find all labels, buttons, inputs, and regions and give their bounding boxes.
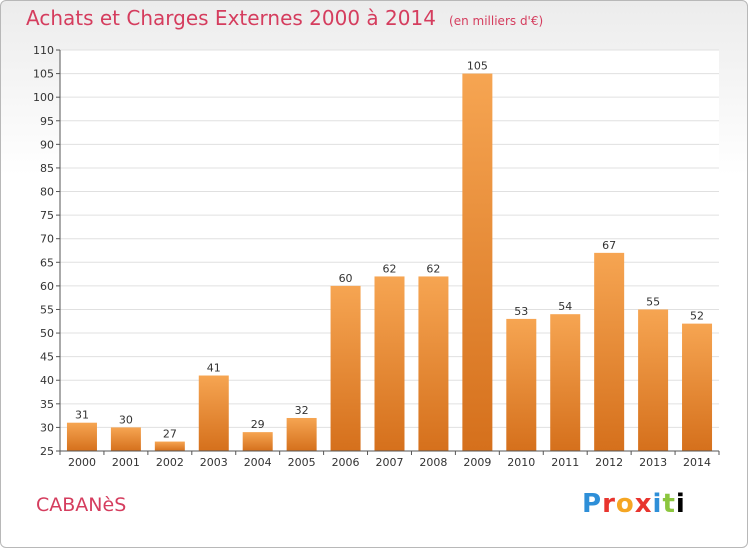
logo-letter: r: [602, 489, 616, 519]
y-tick-label: 110: [33, 44, 54, 57]
chart-subtitle: (en milliers d'€): [449, 14, 544, 28]
x-tick-label: 2005: [288, 456, 316, 469]
bar: [462, 73, 493, 452]
x-tick-label: 2003: [200, 456, 228, 469]
bar: [594, 252, 625, 451]
x-tick-label: 2014: [683, 456, 711, 469]
x-tick-label: 2011: [551, 456, 579, 469]
bar: [242, 432, 273, 451]
y-tick-label: 105: [33, 68, 54, 81]
y-tick-label: 65: [40, 256, 54, 269]
bar: [110, 427, 141, 451]
data-label: 41: [207, 362, 221, 375]
logo-letter: P: [582, 489, 603, 519]
logo-letter: i: [652, 489, 663, 519]
x-tick-label: 2010: [507, 456, 535, 469]
logo-letter: i: [675, 489, 686, 519]
bar: [330, 285, 361, 451]
data-label: 32: [295, 404, 309, 417]
commune-name: CABANèS: [36, 494, 127, 516]
y-tick-label: 75: [40, 209, 54, 222]
y-tick-label: 60: [40, 280, 54, 293]
data-label: 67: [602, 239, 616, 252]
data-label: 54: [558, 300, 572, 313]
bar: [682, 323, 713, 451]
logo-letter: x: [634, 489, 653, 519]
bar: [638, 309, 669, 451]
chart-title-block: Achats et Charges Externes 2000 à 2014 (…: [26, 6, 543, 30]
x-tick-label: 2009: [463, 456, 491, 469]
data-label: 27: [163, 428, 177, 441]
bar: [154, 441, 185, 451]
y-tick-label: 30: [40, 421, 54, 434]
logo-letter: o: [615, 489, 635, 519]
x-tick-label: 2002: [156, 456, 184, 469]
x-tick-label: 2008: [419, 456, 447, 469]
y-tick-label: 95: [40, 115, 54, 128]
bar: [66, 422, 97, 451]
logo-letter: t: [662, 489, 676, 519]
chart-title: Achats et Charges Externes 2000 à 2014: [26, 6, 436, 30]
bar: [198, 375, 229, 451]
data-label: 62: [426, 262, 440, 275]
y-tick-label: 25: [40, 445, 54, 458]
x-tick-label: 2000: [68, 456, 96, 469]
proxiti-logo: Proxiti: [582, 489, 686, 519]
y-tick-label: 40: [40, 374, 54, 387]
y-tick-label: 80: [40, 186, 54, 199]
bar: [286, 417, 317, 451]
data-label: 52: [690, 310, 704, 323]
data-label: 62: [383, 262, 397, 275]
data-label: 55: [646, 295, 660, 308]
data-label: 30: [119, 413, 133, 426]
bar: [506, 318, 537, 451]
y-tick-label: 85: [40, 162, 54, 175]
y-tick-label: 70: [40, 233, 54, 246]
x-tick-label: 2001: [112, 456, 140, 469]
data-label: 29: [251, 418, 265, 431]
x-tick-label: 2013: [639, 456, 667, 469]
x-tick-label: 2006: [332, 456, 360, 469]
x-tick-label: 2012: [595, 456, 623, 469]
x-tick-label: 2004: [244, 456, 272, 469]
bar: [374, 276, 405, 451]
y-tick-label: 100: [33, 91, 54, 104]
y-tick-label: 45: [40, 351, 54, 364]
data-label: 105: [467, 60, 488, 73]
x-tick-label: 2007: [376, 456, 404, 469]
data-label: 60: [339, 272, 353, 285]
bar: [418, 276, 449, 451]
y-tick-label: 50: [40, 327, 54, 340]
y-tick-label: 35: [40, 398, 54, 411]
data-label: 53: [514, 305, 528, 318]
data-label: 31: [75, 409, 89, 422]
bar: [550, 314, 581, 451]
y-tick-label: 90: [40, 138, 54, 151]
y-tick-label: 55: [40, 303, 54, 316]
